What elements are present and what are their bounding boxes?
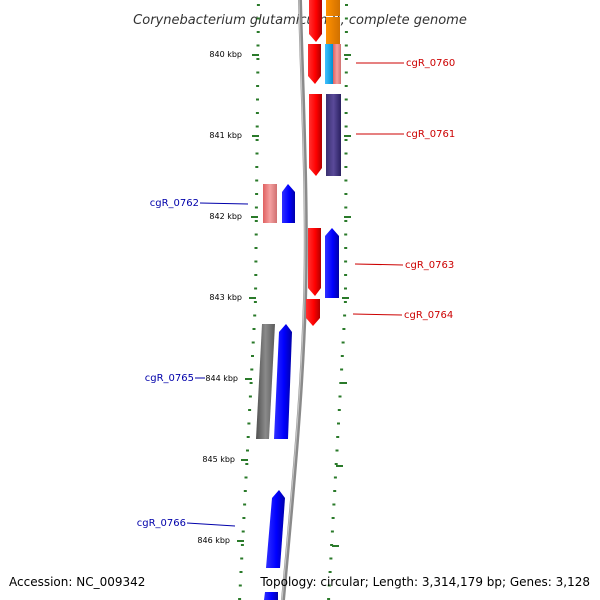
gene-arrow[interactable]	[256, 324, 275, 439]
gene-arrow[interactable]	[309, 0, 322, 42]
kbp-label: 840 kbp	[209, 50, 242, 59]
genome-backbone-highlight	[281, 0, 306, 600]
accession-text: Accession: NC_009342	[9, 575, 145, 589]
label-leader	[199, 202, 249, 205]
gene-arrow[interactable]	[308, 44, 321, 84]
kbp-label: 841 kbp	[209, 131, 242, 140]
gene-label-cgR-0762[interactable]: cgR_0762	[150, 198, 199, 209]
gene-arrow-cgR-0762[interactable]	[282, 184, 295, 223]
gene-label-cgR-0764[interactable]: cgR_0764	[404, 310, 453, 321]
gene-arrow[interactable]	[333, 44, 341, 84]
kbp-label: 843 kbp	[209, 293, 242, 302]
topology-text: Topology: circular; Length: 3,314,179 bp…	[259, 575, 590, 589]
gene-arrow[interactable]	[263, 184, 277, 223]
kbp-label: 842 kbp	[209, 212, 242, 221]
gene-arrow[interactable]	[326, 94, 341, 176]
genome-backbone	[281, 0, 308, 600]
gene-arrow[interactable]	[325, 228, 339, 298]
gene-arrow[interactable]	[325, 44, 333, 84]
gene-arrow[interactable]	[264, 592, 278, 600]
gene-arrow-cgR-0763[interactable]	[308, 228, 321, 296]
gene-arrow-cgR-0766[interactable]	[266, 490, 285, 568]
gene-arrow[interactable]	[326, 0, 340, 16]
kbp-label: 845 kbp	[202, 455, 235, 464]
gene-arrow[interactable]	[326, 17, 340, 44]
label-leader	[352, 313, 403, 316]
label-leader	[186, 522, 236, 527]
gene-label-cgR-0765[interactable]: cgR_0765	[145, 373, 194, 384]
kbp-label: 846 kbp	[197, 536, 230, 545]
left-tick-track	[238, 4, 260, 600]
label-leader	[354, 263, 404, 266]
major-ticks	[237, 54, 351, 547]
gene-label-cgR-0761[interactable]: cgR_0761	[406, 129, 455, 140]
map-title: Corynebacterium glutamicum R, complete g…	[133, 13, 467, 28]
gene-label-cgR-0766[interactable]: cgR_0766	[137, 518, 186, 529]
gene-label-cgR-0760[interactable]: cgR_0760	[406, 58, 455, 69]
gene-arrow-cgR-0761[interactable]	[309, 94, 322, 176]
gene-arrow-cgR-0764[interactable]	[306, 299, 320, 326]
gene-label-cgR-0763[interactable]: cgR_0763	[405, 260, 454, 271]
gene-arrow-cgR-0765[interactable]	[274, 324, 292, 439]
kbp-label: 844 kbp	[205, 374, 238, 383]
